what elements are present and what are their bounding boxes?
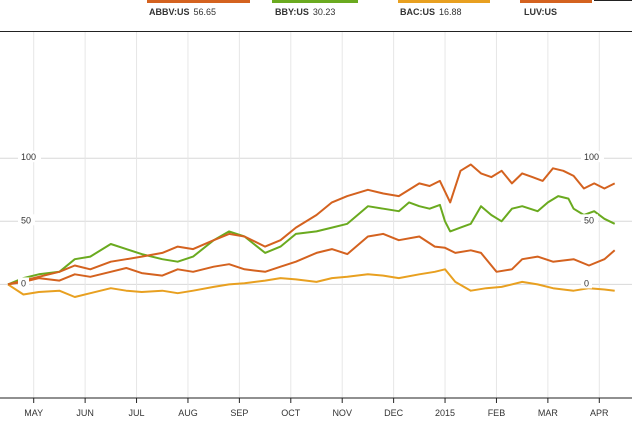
y-tick-right-50-bg bbox=[581, 214, 598, 226]
legend-ticker-abbv: ABBV:US bbox=[149, 7, 190, 17]
y-tick-left-0-bg bbox=[18, 277, 29, 289]
y-tick-right-100-bg bbox=[581, 151, 604, 163]
x-tick-label-apr: APR bbox=[590, 408, 609, 418]
x-tick-label-jul: JUL bbox=[129, 408, 145, 418]
series-line-bac bbox=[7, 268, 615, 298]
y-tick-right-100: 100 bbox=[584, 152, 599, 162]
chart-top-rule bbox=[0, 31, 632, 32]
x-tick-label-oct: OCT bbox=[281, 408, 301, 418]
y-tick-left-50: 50 bbox=[21, 215, 31, 225]
x-tick-label-jun: JUN bbox=[76, 408, 94, 418]
x-tick-label-feb: FEB bbox=[488, 408, 506, 418]
chart-grid bbox=[0, 32, 632, 398]
y-tick-left-50-bg bbox=[18, 214, 35, 226]
y-tick-right-50: 50 bbox=[584, 215, 594, 225]
x-tick-label-dec: DEC bbox=[384, 408, 404, 418]
y-tick-left-100: 100 bbox=[21, 152, 36, 162]
legend-price-abbv: 56.65 bbox=[193, 7, 217, 17]
y-tick-left-0: 0 bbox=[21, 278, 26, 288]
x-tick-label-aug: AUG bbox=[178, 408, 198, 418]
legend-swatch-bby bbox=[272, 0, 358, 3]
legend-item-partial-right[interactable] bbox=[594, 0, 632, 28]
legend-bar: ABBV:US 56.65 BBY:US 30.23 BAC:US 16.88 LUV… bbox=[0, 0, 632, 32]
legend-price-bby: 30.23 bbox=[312, 7, 336, 17]
legend-ticker-luv: LUV:US bbox=[524, 7, 558, 17]
legend-swatch-abbv bbox=[147, 0, 250, 3]
legend-item-bac[interactable]: BAC:US 16.88 bbox=[398, 0, 490, 28]
legend-ticker-bac: BAC:US bbox=[400, 7, 435, 17]
legend-swatch-luv bbox=[520, 0, 592, 3]
legend-swatch-blank bbox=[594, 0, 632, 1]
y-axis-ticks: 100 50 0 100 50 0 bbox=[18, 151, 604, 289]
y-tick-right-0-bg bbox=[581, 277, 592, 289]
legend-item-luv[interactable]: LUV:US bbox=[520, 0, 592, 28]
x-tick-label-may: MAY bbox=[24, 408, 43, 418]
x-tick-label-nov: NOV bbox=[332, 408, 352, 418]
legend-swatch-bac bbox=[398, 0, 490, 3]
legend-item-bby[interactable]: BBY:US 30.23 bbox=[272, 0, 358, 28]
y-tick-right-0: 0 bbox=[584, 278, 589, 288]
x-tick-label-2015: 2015 bbox=[435, 408, 455, 418]
chart-series bbox=[7, 163, 616, 298]
x-axis: MAY JUN JUL AUG SEP OCT NOV DEC 2015 FEB MAR APR bbox=[0, 397, 632, 418]
series-line-abbv bbox=[7, 232, 616, 286]
x-tick-label-mar: MAR bbox=[538, 408, 559, 418]
y-tick-left-100-bg bbox=[18, 151, 41, 163]
legend-price-bac: 16.88 bbox=[439, 7, 462, 17]
legend-item-abbv[interactable]: ABBV:US 56.65 bbox=[147, 0, 250, 28]
series-line-bby bbox=[7, 195, 616, 286]
series-line-luv bbox=[7, 163, 616, 286]
x-tick-label-sep: SEP bbox=[230, 408, 248, 418]
legend-ticker-bby: BBY:US bbox=[275, 7, 309, 17]
